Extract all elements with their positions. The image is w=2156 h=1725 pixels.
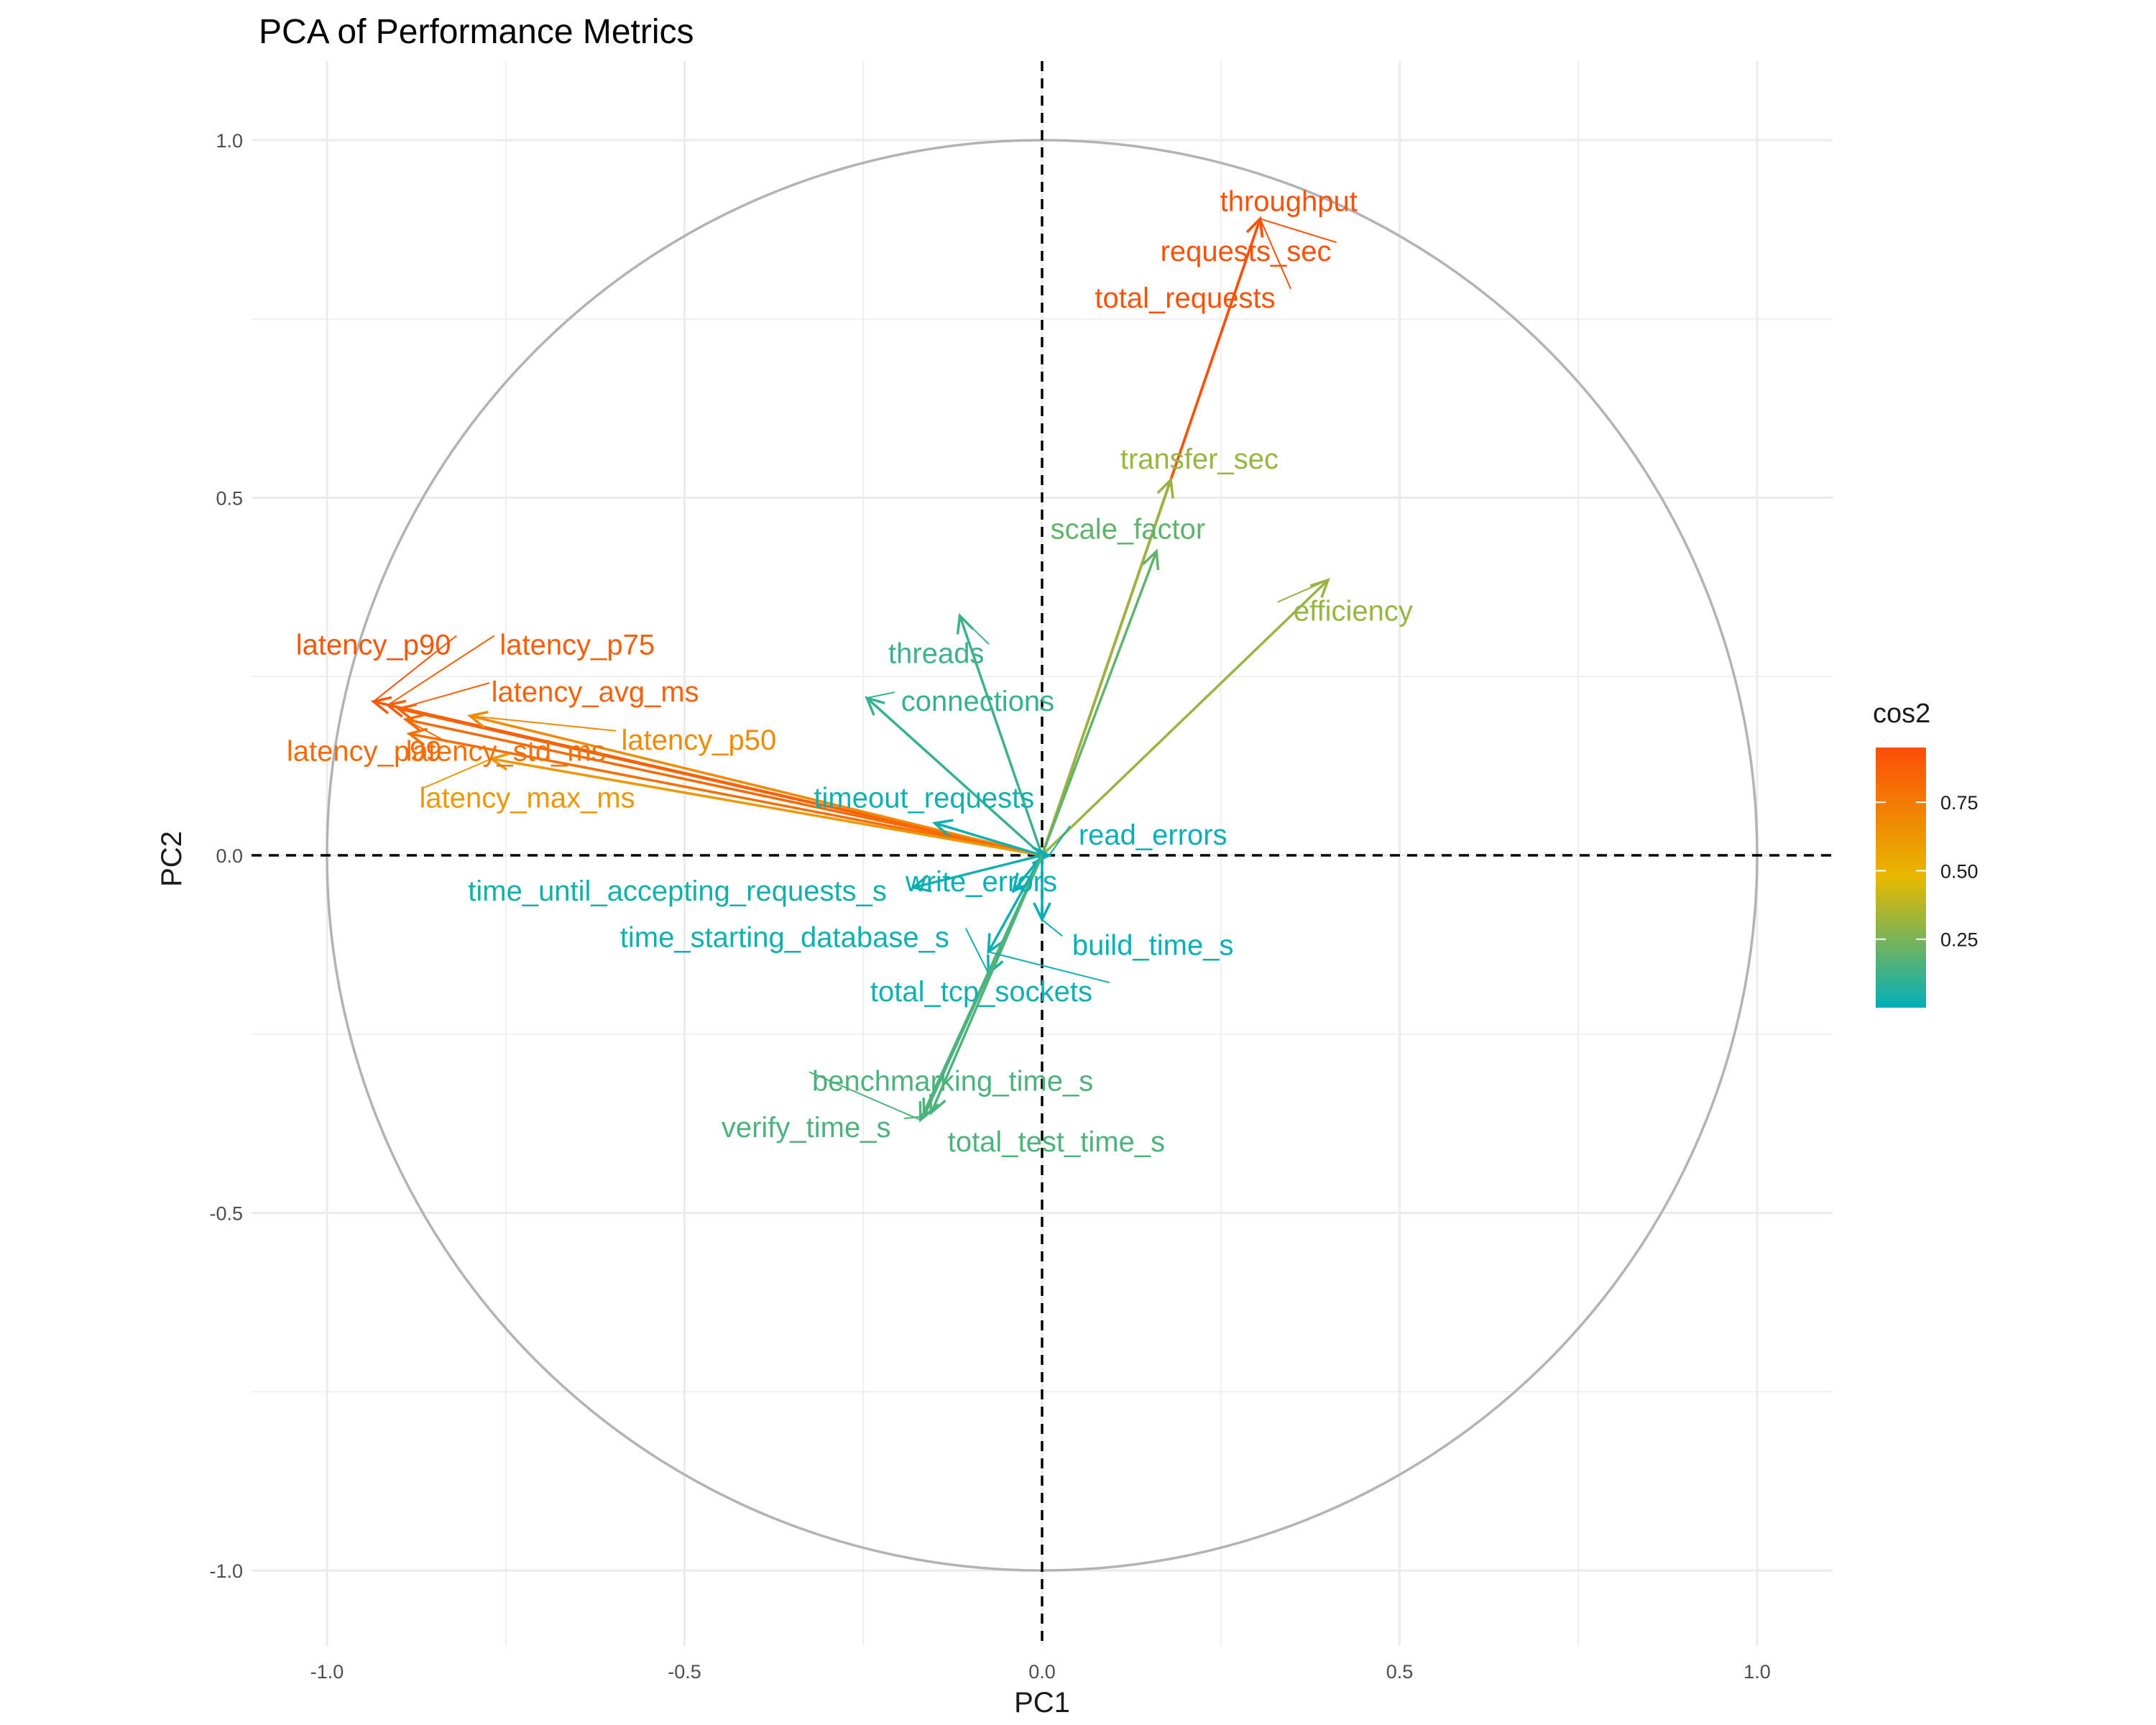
label-scale_factor: scale_factor xyxy=(1051,513,1206,545)
label-latency_max_ms: latency_max_ms xyxy=(420,782,635,814)
arrow-shaft-write_errors xyxy=(1012,854,1044,892)
leader-latency_p90 xyxy=(373,635,457,702)
arrow-head-scale_factor xyxy=(1142,548,1160,571)
y-tick-label: 0.0 xyxy=(216,845,243,867)
label-write_errors: write_errors xyxy=(905,866,1057,898)
leader-benchmarking_time_s xyxy=(808,1071,921,1121)
label-connections: connections xyxy=(901,686,1054,717)
arrow-shaft-latency_max_ms xyxy=(491,757,1043,857)
label-read_errors: read_errors xyxy=(1079,819,1227,851)
leader-latency_p50 xyxy=(469,714,617,732)
label-latency_p75: latency_p75 xyxy=(499,629,655,661)
y-tick-label: -0.5 xyxy=(209,1203,243,1225)
label-verify_time_s: verify_time_s xyxy=(722,1112,891,1144)
cos2-legend: cos2 0.25 0.50 0.75 xyxy=(1873,699,1978,1008)
label-latency_std_ms: latency_std_ms xyxy=(406,736,606,768)
label-latency_p50: latency_p50 xyxy=(622,724,777,756)
x-tick-label: 0.5 xyxy=(1386,1661,1414,1683)
x-axis-title: PC1 xyxy=(1014,1687,1070,1719)
legend-tick-label: 0.50 xyxy=(1940,860,1978,882)
arrow-shaft-latency_p99 xyxy=(405,718,1043,857)
x-tick-label: -0.5 xyxy=(668,1661,701,1683)
label-leaders xyxy=(373,218,1337,1121)
label-latency_p90: latency_p90 xyxy=(296,629,451,661)
variable-arrows xyxy=(370,216,1330,1123)
arrow-shaft-total_tcp_sockets xyxy=(987,855,1044,953)
arrow-time_until_accepting_requests_s xyxy=(910,854,1043,893)
legend-tick-label: 0.25 xyxy=(1940,929,1978,951)
arrow-head-timeout_requests xyxy=(931,819,954,837)
leader-build_time_s xyxy=(1041,919,1063,937)
leader-total_tcp_sockets xyxy=(988,951,1110,984)
arrow-shaft-latency_std_ms xyxy=(409,732,1043,857)
x-tick-label: 0.0 xyxy=(1028,1661,1056,1683)
label-time_starting_database_s: time_starting_database_s xyxy=(620,921,949,953)
leader-threads xyxy=(959,615,990,645)
y-tick-label: 1.0 xyxy=(216,130,243,152)
label-build_time_s: build_time_s xyxy=(1072,929,1234,961)
axis-ticks: -1.0 -0.5 0.0 0.5 1.0 1.0 0.5 0.0 -0.5 -1.0 xyxy=(209,130,1770,1683)
arrow-head-time_until_accepting_requests_s xyxy=(910,874,932,893)
legend-title: cos2 xyxy=(1873,699,1930,729)
label-transfer_sec: transfer_sec xyxy=(1120,443,1279,475)
leader-latency_p75 xyxy=(387,635,495,706)
label-total_test_time_s: total_test_time_s xyxy=(948,1126,1165,1158)
arrow-shaft-timeout_requests xyxy=(934,822,1043,857)
label-total_requests: total_requests xyxy=(1095,282,1275,314)
label-time_until_accepting_requests_s: time_until_accepting_requests_s xyxy=(468,875,887,907)
arrow-shaft-scale_factor xyxy=(1041,551,1158,856)
arrow-shaft-transfer_sec xyxy=(1041,479,1172,856)
arrow-total_test_time_s xyxy=(929,855,1044,1116)
leader-latency_p99 xyxy=(405,719,448,743)
x-tick-label: -1.0 xyxy=(310,1661,344,1683)
arrow-shaft-latency_p50 xyxy=(469,714,1043,857)
label-latency_p99: latency_p99 xyxy=(287,736,442,768)
label-total_tcp_sockets: total_tcp_sockets xyxy=(870,976,1092,1008)
arrow-shaft-total_test_time_s xyxy=(930,855,1044,1113)
arrow-latency_std_ms xyxy=(406,727,1043,857)
arrow-head-transfer_sec xyxy=(1156,477,1174,499)
arrow-shaft-time_until_accepting_requests_s xyxy=(913,854,1043,889)
variable-labels: throughput requests_sec total_requeststran… xyxy=(287,186,1413,1158)
label-throughput: throughput xyxy=(1220,186,1358,218)
legend-ticks: 0.25 0.50 0.75 xyxy=(1876,792,1978,951)
y-axis-title: PC2 xyxy=(156,831,188,887)
leader-efficiency xyxy=(1277,579,1329,603)
arrow-shaft-latency_avg_ms xyxy=(398,707,1043,857)
arrow-head-total_test_time_s xyxy=(929,1094,946,1116)
legend-colorbar xyxy=(1876,748,1926,1008)
leader-latency_avg_ms xyxy=(398,682,490,709)
leader-connections xyxy=(867,691,895,699)
label-efficiency: efficiency xyxy=(1294,596,1413,627)
label-timeout_requests: timeout_requests xyxy=(814,782,1034,814)
leader-total_requests xyxy=(1259,218,1291,290)
arrow-shaft-connections xyxy=(866,696,1044,857)
label-benchmarking_time_s: benchmarking_time_s xyxy=(812,1065,1093,1097)
arrow-shaft-threads xyxy=(958,615,1044,856)
legend-tick-label: 0.75 xyxy=(1940,792,1978,814)
arrow-shaft-efficiency xyxy=(1041,579,1330,857)
chart-title: PCA of Performance Metrics xyxy=(259,13,694,51)
label-latency_avg_ms: latency_avg_ms xyxy=(492,676,699,708)
arrow-transfer_sec xyxy=(1041,477,1174,856)
leader-time_starting_database_s xyxy=(964,927,990,974)
arrow-timeout_requests xyxy=(931,819,1043,857)
x-tick-label: 1.0 xyxy=(1743,1661,1771,1683)
leader-read_errors xyxy=(1049,825,1071,856)
reference-lines xyxy=(252,61,1833,1646)
leader-verify_time_s xyxy=(904,1116,924,1120)
leader-latency_max_ms xyxy=(421,758,492,790)
leader-requests_sec xyxy=(1260,218,1337,244)
y-tick-label: 0.5 xyxy=(216,488,243,510)
arrow-efficiency xyxy=(1041,578,1330,857)
arrow-scale_factor xyxy=(1041,548,1160,856)
label-requests_sec: requests_sec xyxy=(1161,236,1332,267)
y-tick-label: -1.0 xyxy=(209,1560,243,1582)
arrow-head-latency_std_ms xyxy=(406,727,428,746)
label-threads: threads xyxy=(888,638,984,669)
